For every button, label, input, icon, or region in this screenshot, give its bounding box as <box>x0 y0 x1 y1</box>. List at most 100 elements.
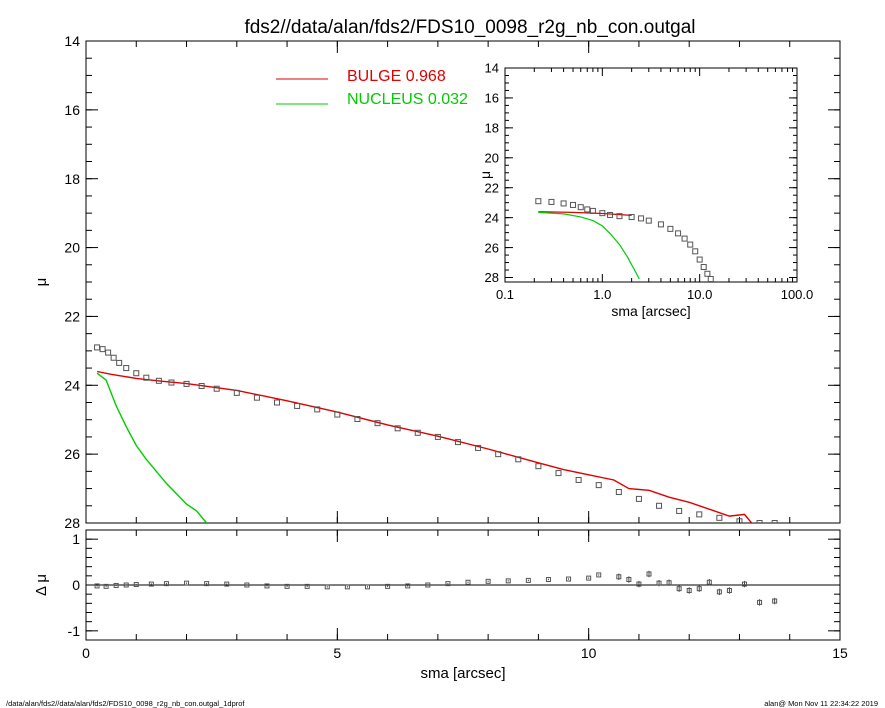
data-point <box>676 507 683 514</box>
y-tick-label: 18 <box>485 121 499 136</box>
data-point <box>638 215 645 222</box>
data-point <box>253 394 260 401</box>
data-point <box>155 377 162 384</box>
data-point <box>123 365 130 372</box>
data-point <box>244 582 250 588</box>
data-point <box>716 514 723 521</box>
data-point <box>570 201 577 208</box>
data-point <box>324 584 330 590</box>
y-tick-label: 28 <box>64 515 80 531</box>
data-point <box>385 583 391 589</box>
data-point <box>545 577 551 582</box>
y-tick-label: -1 <box>68 623 81 639</box>
data-point <box>425 582 431 588</box>
y-tick-label: 22 <box>64 308 80 324</box>
data-point <box>706 579 712 585</box>
data-point <box>681 235 688 242</box>
data-point <box>434 433 441 440</box>
data-point <box>575 476 582 483</box>
data-point <box>635 495 642 502</box>
y-axis-label: Δ μ <box>33 574 50 596</box>
data-point <box>445 581 451 587</box>
y-tick-label: 20 <box>485 150 499 165</box>
series-line-nucleus <box>96 372 208 523</box>
data-point <box>667 225 674 232</box>
data-point <box>505 578 511 584</box>
data-point <box>485 578 491 584</box>
data-point <box>656 580 662 586</box>
data-point <box>626 577 632 582</box>
resid-plot-area <box>86 570 840 606</box>
data-point <box>584 206 591 213</box>
data-point <box>657 221 664 228</box>
data-point <box>596 572 602 578</box>
data-point <box>394 425 401 432</box>
inset-plot-area <box>535 198 714 282</box>
data-point <box>103 583 109 589</box>
data-point <box>475 444 482 451</box>
data-point <box>616 213 623 220</box>
x-tick-label: 100.0 <box>781 287 814 302</box>
data-point <box>686 588 692 593</box>
data-point <box>454 439 461 446</box>
data-point <box>133 370 140 377</box>
data-point <box>687 241 694 248</box>
data-point <box>133 582 139 588</box>
data-point <box>599 210 606 217</box>
data-point <box>110 354 117 361</box>
x-axis-label: sma [arcsec] <box>420 665 505 682</box>
x-tick-label: 10.0 <box>687 287 712 302</box>
y-tick-label: 18 <box>64 171 80 187</box>
data-point <box>224 581 230 587</box>
y-tick-label: 28 <box>485 270 499 285</box>
data-point <box>741 581 747 587</box>
x-tick-label: 0.1 <box>496 287 514 302</box>
y-tick-label: 20 <box>64 240 80 256</box>
footer-path: /data/alan/fds2//data/alan/fds2/FDS10_00… <box>6 699 245 708</box>
legend-bulge-label: BULGE 0.968 <box>347 68 446 85</box>
data-point <box>772 598 778 604</box>
data-point <box>700 264 707 271</box>
data-point <box>535 198 542 205</box>
data-point <box>615 489 622 496</box>
data-point <box>666 580 672 586</box>
y-tick-label: 14 <box>485 61 499 76</box>
data-point <box>123 582 129 588</box>
data-point <box>676 586 682 592</box>
data-point <box>726 588 732 593</box>
data-point <box>143 374 150 381</box>
data-point <box>646 571 652 577</box>
data-point <box>696 586 702 592</box>
data-point <box>771 520 778 523</box>
data-point <box>757 599 763 605</box>
series-line-nucleus <box>538 211 640 280</box>
x-tick-label: 5 <box>333 645 341 661</box>
data-point <box>616 574 622 580</box>
data-point <box>163 581 169 587</box>
y-tick-label: 0 <box>72 577 80 593</box>
x-tick-label: 15 <box>832 645 848 661</box>
y-tick-label: 26 <box>485 240 499 255</box>
data-point <box>184 580 190 586</box>
x-axis-label: sma [arcsec] <box>611 303 690 319</box>
data-point <box>555 470 562 477</box>
y-tick-label: 16 <box>485 91 499 106</box>
data-point <box>284 583 290 589</box>
footer-user-date: alan@ Mon Nov 11 22:34:22 2019 <box>764 699 878 708</box>
legend: BULGE 0.968 NUCLEUS 0.032 <box>276 68 468 108</box>
y-tick-label: 24 <box>64 377 80 393</box>
y-axis-label: μ <box>477 171 493 179</box>
data-point <box>168 379 175 386</box>
data-point <box>656 502 663 509</box>
data-point <box>148 581 154 587</box>
y-tick-label: 26 <box>64 446 80 462</box>
data-point <box>405 583 411 589</box>
data-point <box>99 346 106 353</box>
data-point <box>465 579 471 585</box>
y-tick-label: 16 <box>64 102 80 118</box>
data-point <box>354 416 361 423</box>
data-point <box>675 230 682 237</box>
data-point <box>204 581 210 587</box>
data-point <box>94 583 100 589</box>
